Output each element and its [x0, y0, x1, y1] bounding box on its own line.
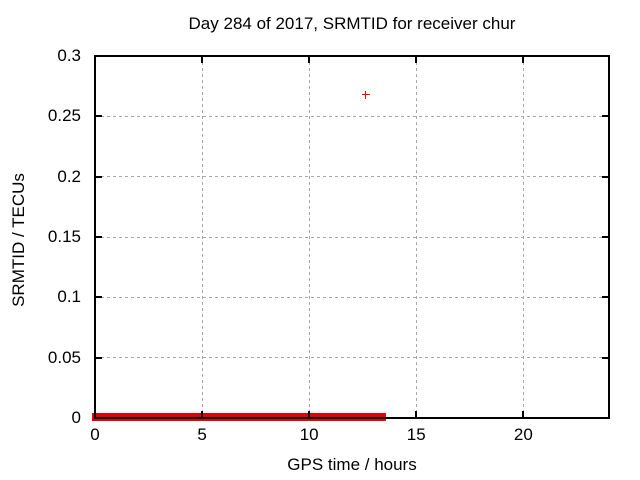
x-tick-top	[308, 57, 311, 63]
x-tick-bottom	[415, 411, 418, 417]
y-tick-right	[602, 417, 608, 419]
x-tick-top	[522, 57, 525, 63]
y-gridline	[95, 357, 609, 359]
y-tick-right	[602, 175, 608, 178]
plot-area	[94, 55, 610, 419]
x-tick-top	[94, 57, 96, 63]
x-axis-title: GPS time / hours	[287, 455, 417, 474]
y-gridline	[95, 115, 609, 117]
y-tick-label: 0.2	[57, 166, 81, 186]
y-gridline	[95, 176, 609, 178]
x-tick-top	[415, 57, 418, 63]
y-tick-left	[96, 55, 102, 57]
x-tick-bottom	[94, 411, 96, 417]
x-tick-label: 10	[299, 425, 319, 444]
y-tick-left	[96, 236, 102, 238]
y-tick-label: 0	[71, 408, 81, 427]
y-tick-left	[96, 175, 102, 178]
y-tick-right	[602, 356, 608, 359]
x-tick-bottom	[201, 411, 204, 417]
data-point-plus-v	[364, 90, 367, 99]
chart-title: Day 284 of 2017, SRMTID for receiver chu…	[188, 14, 516, 33]
x-tick-label: 5	[197, 425, 207, 444]
x-tick-label: 0	[90, 425, 100, 444]
y-tick-left	[96, 356, 102, 359]
y-tick-label: 0.05	[47, 347, 81, 367]
y-tick-left	[96, 115, 102, 118]
y-tick-right	[602, 115, 608, 118]
x-tick-bottom	[522, 411, 525, 417]
y-tick-left	[96, 417, 102, 419]
x-tick-label: 15	[406, 425, 426, 444]
x-tick-bottom	[308, 411, 311, 417]
y-tick-right	[602, 296, 608, 299]
y-tick-label: 0.25	[47, 106, 81, 126]
y-tick-label: 0.1	[57, 287, 81, 307]
y-tick-label: 0.3	[57, 46, 81, 65]
y-tick-right	[602, 55, 608, 57]
y-tick-left	[96, 296, 102, 299]
x-tick-label: 20	[513, 425, 533, 444]
y-tick-right	[602, 236, 608, 238]
x-tick-top	[201, 57, 204, 63]
y-tick-label: 0.15	[47, 227, 81, 246]
y-gridline	[95, 236, 609, 238]
y-gridline	[95, 296, 609, 298]
